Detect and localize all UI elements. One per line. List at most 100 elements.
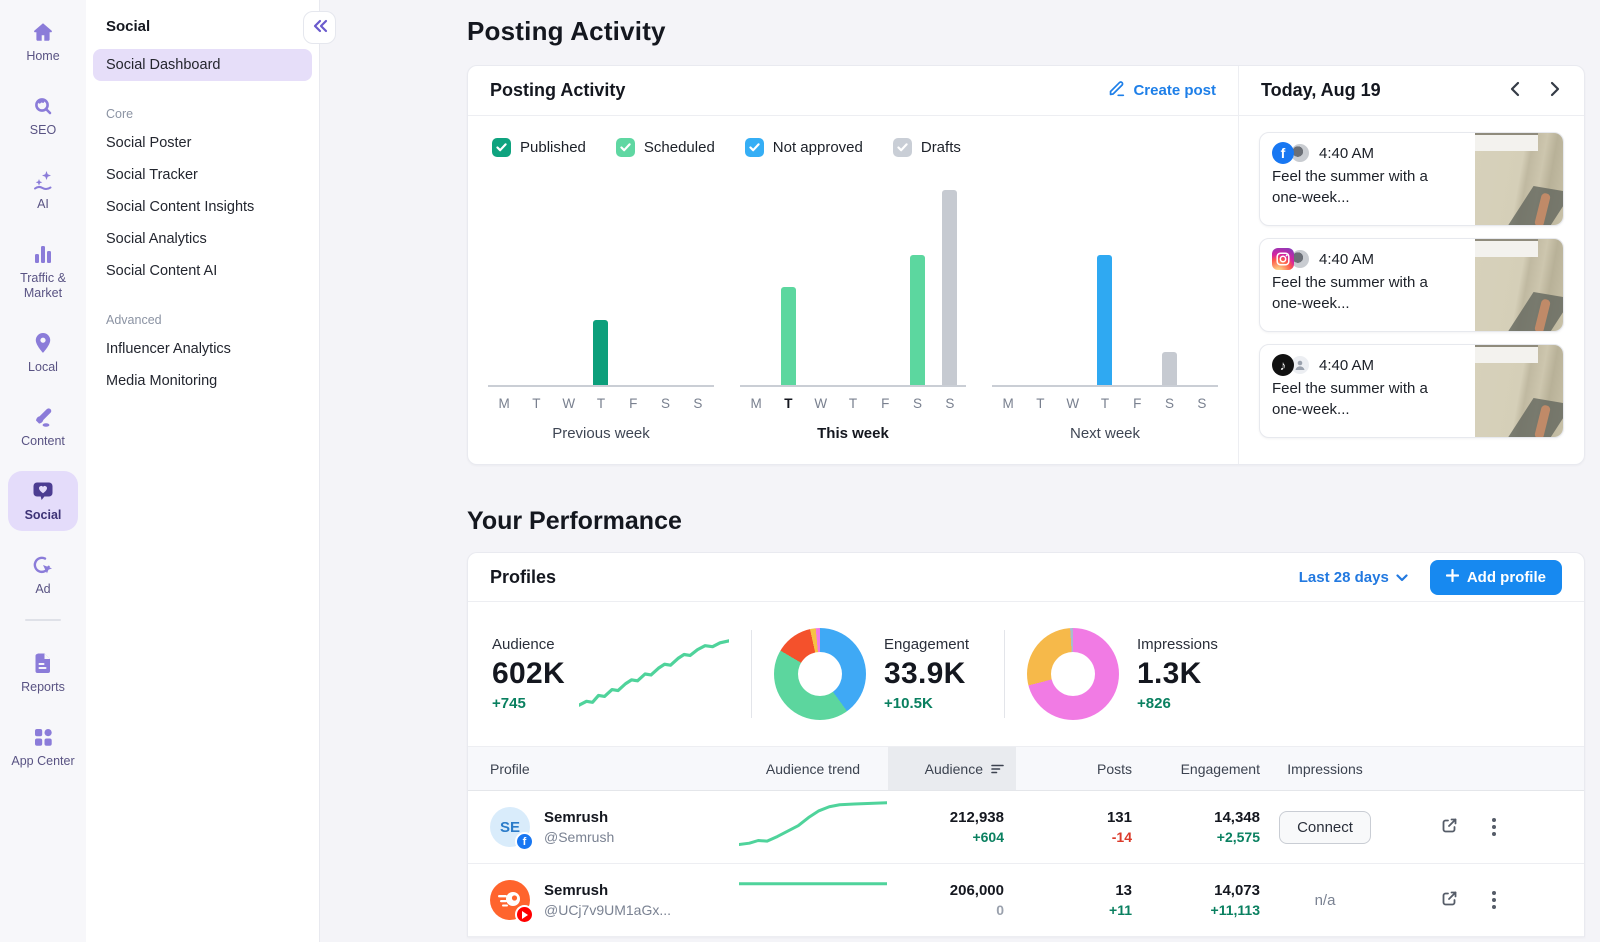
open-profile-button[interactable] <box>1441 817 1458 837</box>
bar-slot <box>497 192 512 385</box>
sidebar-item-ad[interactable]: Ad <box>8 545 78 605</box>
bar-scheduled <box>910 255 926 385</box>
stat-delta: +10.5K <box>884 695 933 712</box>
sidebar-item-local[interactable]: Local <box>8 323 78 383</box>
content-icon <box>10 405 76 429</box>
sidebar-item-social-content-insights[interactable]: Social Content Insights <box>106 199 255 215</box>
primary-sidebar: Home SEO AI Traffic & Market Local Conte… <box>0 0 86 942</box>
connect-button[interactable]: Connect <box>1279 810 1371 844</box>
audience-sparkline <box>579 635 729 713</box>
sidebar-item-social-analytics[interactable]: Social Analytics <box>106 231 207 247</box>
audience-value: 212,938 <box>949 809 1004 826</box>
audience-trend-sparkline <box>738 800 888 854</box>
bar-drafts <box>1162 352 1178 385</box>
chevron-right-icon <box>1550 81 1560 100</box>
date-range-selector[interactable]: Last 28 days <box>1299 569 1408 586</box>
week-label: Next week <box>1069 425 1141 442</box>
filter-published[interactable]: Published <box>492 138 586 157</box>
column-header-audience-trend[interactable]: Audience trend <box>765 760 861 777</box>
day-label: M <box>1002 396 1014 411</box>
column-header-posts[interactable]: Posts <box>1096 760 1132 777</box>
sidebar-item-label: Content <box>21 434 65 448</box>
column-header-engagement[interactable]: Engagement <box>1180 760 1260 777</box>
add-profile-button[interactable]: Add profile <box>1429 559 1562 595</box>
profile-name: Semrush <box>544 882 609 899</box>
post-card-tiktok[interactable]: ♪ 4:40 AM Feel the summer with a one-wee… <box>1259 344 1564 438</box>
filter-scheduled[interactable]: Scheduled <box>615 138 715 157</box>
sidebar-item-media-monitoring[interactable]: Media Monitoring <box>106 373 218 389</box>
row-menu-button[interactable] <box>1492 891 1496 909</box>
column-header-profile[interactable]: Profile <box>490 760 530 777</box>
avatar-placeholder <box>1289 354 1311 376</box>
sidebar-item-label: Home <box>26 49 60 63</box>
week-label: This week <box>817 425 889 442</box>
bar-slot <box>910 192 926 385</box>
sidebar-item-content[interactable]: Content <box>8 397 78 457</box>
seo-icon <box>10 94 76 118</box>
sidebar-item-social[interactable]: Social <box>8 471 78 531</box>
next-day-button[interactable] <box>1548 79 1562 102</box>
row-menu-button[interactable] <box>1492 818 1496 836</box>
create-post-button[interactable]: Create post <box>1108 80 1216 101</box>
day-label: W <box>562 396 576 411</box>
sidebar-item-app-center[interactable]: App Center <box>8 717 78 777</box>
stat-label: Engagement <box>884 636 970 653</box>
bar-not_approved <box>1097 255 1113 385</box>
sidebar-item-traffic-market[interactable]: Traffic & Market <box>8 234 78 309</box>
bar-slot <box>690 192 705 385</box>
posts-delta: +11 <box>1109 902 1132 918</box>
sidebar-item-home[interactable]: Home <box>8 12 78 72</box>
filter-label: Scheduled <box>643 139 715 156</box>
pencil-icon <box>1108 80 1125 101</box>
previous-day-button[interactable] <box>1508 79 1522 102</box>
audience-trend-sparkline <box>738 873 888 927</box>
day-label: S <box>945 396 955 411</box>
engagement-value: 14,348 <box>1214 809 1260 826</box>
sidebar-item-social-dashboard[interactable]: Social Dashboard <box>93 49 312 81</box>
sidebar-item-reports[interactable]: Reports <box>8 643 78 703</box>
engagement-value: 14,073 <box>1214 882 1260 899</box>
post-time: 4:40 AM <box>1319 250 1375 268</box>
sidebar-item-social-poster[interactable]: Social Poster <box>106 135 192 151</box>
posting-activity-card: Posting Activity Create post Published S… <box>467 65 1585 465</box>
day-label: T <box>1100 396 1110 411</box>
checkbox-checked-icon <box>492 138 511 157</box>
youtube-badge-icon <box>515 905 534 924</box>
chevron-double-left-icon <box>312 19 328 36</box>
sidebar-item-ai[interactable]: AI <box>8 160 78 220</box>
plus-icon <box>1445 568 1459 586</box>
filter-drafts[interactable]: Drafts <box>892 138 961 157</box>
open-profile-button[interactable] <box>1441 890 1458 910</box>
day-label: F <box>881 396 890 411</box>
day-label: S <box>661 396 671 411</box>
app-center-icon <box>10 725 76 749</box>
sidebar-item-label: Local <box>28 360 58 374</box>
bar-slot <box>1065 192 1080 385</box>
stats-divider <box>751 630 752 718</box>
tiktok-icon: ♪ <box>1272 354 1294 376</box>
sidebar-item-social-tracker[interactable]: Social Tracker <box>106 167 198 183</box>
post-card-instagram[interactable]: 4:40 AM Feel the summer with a one-week.… <box>1259 238 1564 332</box>
sort-descending-icon <box>991 761 1004 777</box>
post-text: Feel the summer with a one-week... <box>1272 168 1428 207</box>
chevron-left-icon <box>1510 81 1520 100</box>
column-header-audience-sorted[interactable]: Audience <box>888 747 1016 790</box>
sidebar-menu-title: Social <box>106 18 151 35</box>
day-label: S <box>913 396 923 411</box>
ad-icon <box>10 553 76 577</box>
sidebar-item-social-content-ai[interactable]: Social Content AI <box>106 263 218 279</box>
section-label-advanced: Advanced <box>106 313 162 327</box>
posts-value: 131 <box>1106 809 1132 826</box>
bar-slot <box>658 192 673 385</box>
post-card-facebook[interactable]: f 4:40 AM Feel the summer with a one-wee… <box>1259 132 1564 226</box>
sidebar-item-seo[interactable]: SEO <box>8 86 78 146</box>
filter-not-approved[interactable]: Not approved <box>744 138 863 157</box>
week-chart-next: M T W T F S S Next week <box>992 192 1218 442</box>
column-header-impressions[interactable]: Impressions <box>1287 760 1363 777</box>
sidebar-item-influencer-analytics[interactable]: Influencer Analytics <box>106 341 231 357</box>
collapse-sidebar-button[interactable] <box>303 11 336 44</box>
facebook-badge-icon: f <box>515 832 534 851</box>
bar-slot <box>1162 192 1178 385</box>
bar-slot <box>878 192 893 385</box>
bar-slot <box>1001 192 1016 385</box>
